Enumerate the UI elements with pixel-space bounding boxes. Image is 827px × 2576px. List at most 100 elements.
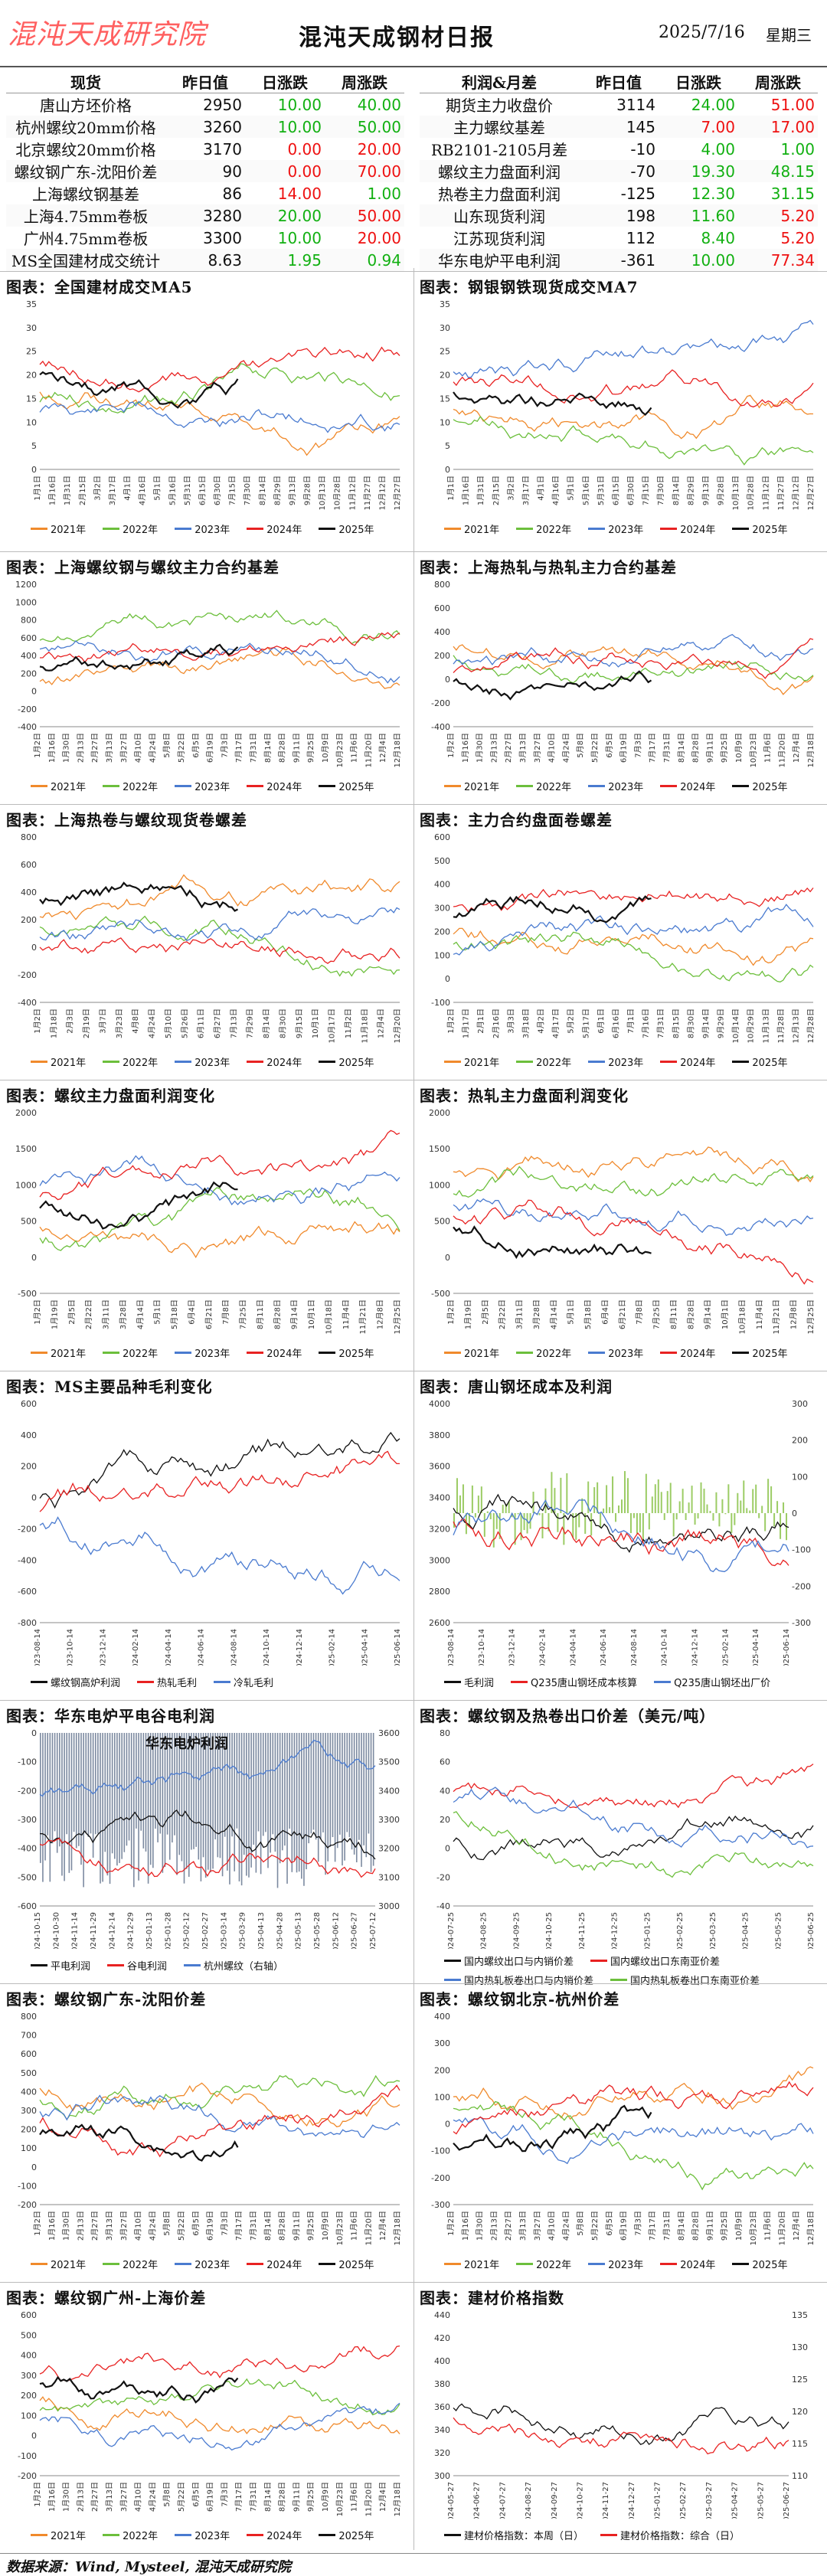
series-line	[453, 904, 814, 956]
x-tick-label: 2025-05-27	[757, 2482, 765, 2519]
x-tick-label: 3月11日	[515, 1299, 525, 1329]
x-tick-label: 4月24日	[561, 2211, 570, 2241]
legend-label: 热轧毛利	[157, 1678, 198, 1689]
y-tick-label: 80	[440, 1728, 450, 1738]
col-prev: 昨日值	[165, 70, 245, 93]
bar	[474, 1513, 476, 1518]
x-tick-label: 1月2日	[446, 1299, 456, 1325]
legend-swatch	[590, 1960, 608, 1962]
bar	[183, 1733, 185, 1884]
x-tick-label: 4月2日	[537, 1008, 546, 1034]
bar	[281, 1733, 283, 1851]
col-weekly: 周涨跌	[738, 70, 818, 93]
y-tick-label: 300	[434, 2471, 450, 2481]
row-daily-change: 10.00	[277, 228, 322, 247]
chart-title: 图表：螺纹钢及热卷出口价差（美元/吨）	[420, 1707, 716, 1725]
bar	[783, 1502, 785, 1513]
col-daily: 日涨跌	[659, 70, 738, 93]
legend-item: 毛利润	[444, 1675, 494, 1689]
x-tick-label: 2025-03-14	[220, 1912, 228, 1949]
x-tick-label: 5月1日	[153, 1299, 162, 1325]
legend-label: 2021年	[464, 1058, 500, 1069]
y-tick-label: 380	[434, 2379, 450, 2389]
series-line	[39, 2378, 400, 2416]
bar	[743, 1480, 745, 1513]
chart-legend: 2021年 2022年 2023年 2024年 2025年	[31, 1054, 391, 1069]
bar	[289, 1733, 290, 1829]
y2-tick-label: 0	[792, 1509, 797, 1518]
bar	[90, 1733, 92, 1834]
bar	[293, 1733, 296, 1861]
legend-label: 2022年	[123, 1348, 159, 1360]
legend-label: Q235唐山钢坯出厂价	[674, 1678, 771, 1689]
legend-item: 国内螺纹出口东南亚价差	[590, 1953, 720, 1968]
legend-label: 2021年	[464, 525, 500, 536]
x-tick-label: 11月21日	[772, 1299, 781, 1334]
legend-swatch	[588, 1061, 606, 1063]
bar	[185, 1733, 188, 1869]
x-tick-label: 2025-04-14	[752, 1629, 760, 1666]
bar	[498, 1513, 501, 1539]
x-tick-label: 8月14日	[263, 2211, 273, 2241]
x-tick-label: 2025-04-14	[361, 1629, 369, 1666]
chart-title: 图表：全国建材成交MA5	[6, 278, 193, 296]
table-row: 唐山方坯价格 2950 10.00 40.00	[6, 93, 404, 116]
x-tick-label: 2025-05-13	[295, 1912, 303, 1949]
y-tick-label: 1000	[429, 1180, 450, 1190]
bar	[174, 1733, 175, 1836]
x-tick-label: 5月17日	[581, 1008, 590, 1038]
legend-item: 2024年	[660, 779, 715, 793]
x-tick-label: 3月18日	[521, 1008, 531, 1038]
bar	[551, 1472, 553, 1513]
row-daily-change: 24.00	[691, 95, 735, 114]
x-tick-label: 10月1日	[307, 1299, 316, 1329]
y-tick-label: 2000	[429, 1108, 450, 1118]
y-tick-label: 1000	[15, 1180, 37, 1190]
series-line	[39, 643, 239, 672]
bar	[731, 1513, 733, 1533]
y-tick-label: -500	[431, 1289, 450, 1299]
bar	[306, 1733, 307, 1870]
x-tick-label: 12月18日	[806, 2211, 816, 2245]
legend-label: 2021年	[464, 782, 500, 793]
y2-tick-label: 3600	[378, 1728, 400, 1738]
legend-label: 2023年	[194, 2260, 230, 2271]
y2-tick-label: 3000	[378, 1901, 400, 1911]
series-line	[39, 346, 400, 393]
legend-item: 2021年	[444, 1054, 499, 1069]
legend-swatch	[31, 2534, 47, 2536]
x-tick-label: 6月21日	[204, 1299, 214, 1329]
x-tick-label: 7月15日	[642, 476, 651, 505]
x-tick-label: 5月1日	[153, 476, 162, 501]
y-tick-label: -40	[436, 1901, 450, 1911]
x-tick-label: 5月26日	[180, 1008, 189, 1038]
bar	[645, 1473, 647, 1513]
x-tick-label: 7月3日	[220, 2482, 229, 2507]
series-line	[39, 1837, 376, 1878]
bar	[320, 1733, 322, 1839]
x-tick-label: 12月18日	[806, 733, 816, 767]
series-line	[39, 2074, 400, 2120]
bar	[85, 1733, 87, 1834]
bar	[308, 1733, 309, 1844]
x-tick-label: 1月2日	[33, 2482, 42, 2507]
x-tick-label: 1月30日	[62, 733, 71, 763]
y-tick-label: 15	[26, 394, 37, 404]
bar	[453, 1513, 455, 1528]
series-line	[453, 2417, 789, 2455]
row-label: 上海4.75mm卷板	[6, 204, 165, 227]
legend-swatch	[732, 1061, 750, 1063]
x-tick-label: 2024-12-14	[108, 1912, 116, 1949]
legend-swatch	[732, 528, 750, 530]
legend-label: 国内螺纹出口东南亚价差	[610, 1957, 721, 1968]
y-tick-label: 600	[21, 2310, 37, 2320]
x-tick-label: 2025-01-28	[164, 1912, 172, 1949]
x-tick-label: 1月16日	[461, 733, 470, 763]
x-tick-label: 5月8日	[162, 2482, 172, 2507]
x-tick-label: 4月10日	[134, 2482, 143, 2512]
legend-swatch	[588, 528, 606, 530]
